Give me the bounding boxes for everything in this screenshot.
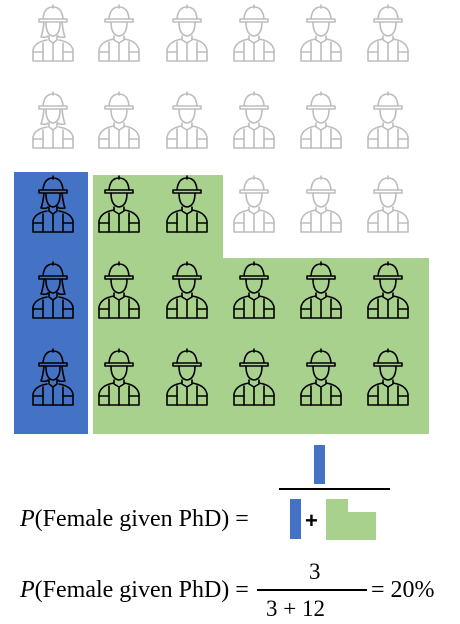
female-worker-icon [25,2,81,64]
numerator-female-phd-symbol [314,445,325,484]
female-worker-icon [25,259,81,321]
male-worker-icon [360,2,416,64]
male-worker-icon [159,173,215,235]
male-worker-icon [360,346,416,408]
female-worker-icon [25,346,81,408]
male-worker-icon [293,346,349,408]
male-worker-icon [293,2,349,64]
male-worker-icon [293,89,349,151]
male-worker-icon [91,346,147,408]
male-worker-icon [293,173,349,235]
male-worker-icon [226,259,282,321]
male-worker-icon [226,89,282,151]
equation-2-result: = 20% [371,577,435,603]
male-worker-icon [360,89,416,151]
equation-2-label: (Female given PhD) = [34,577,249,603]
equation-1-plus: + [305,508,318,533]
male-worker-icon [91,2,147,64]
male-worker-icon [293,259,349,321]
denominator-male-phd-symbol-bottom [326,512,376,540]
male-worker-icon [159,346,215,408]
female-phd-highlight [14,172,88,434]
equation-1-p: P [20,506,35,532]
equation-1-label: (Female given PhD) = [34,506,249,532]
male-worker-icon [360,259,416,321]
male-worker-icon [91,89,147,151]
male-worker-icon [159,259,215,321]
female-worker-icon [25,89,81,151]
male-worker-icon [360,173,416,235]
equation-2-numerator: 3 [309,559,321,584]
male-worker-icon [159,2,215,64]
equation-2-denominator: 3 + 12 [266,596,325,621]
equation-2-fraction-line [257,589,367,591]
equation-2: P(Female given PhD) = [20,578,249,602]
male-worker-icon [159,89,215,151]
male-worker-icon [226,173,282,235]
male-worker-icon [91,173,147,235]
male-worker-icon [226,346,282,408]
denominator-female-phd-symbol [290,499,301,539]
male-phd-highlight-top [93,175,223,259]
female-worker-icon [25,173,81,235]
male-worker-icon [226,2,282,64]
male-worker-icon [91,259,147,321]
equation-1: P(Female given PhD) = [20,507,249,531]
denominator-male-phd-symbol-top [326,499,348,513]
equation-2-p: P [20,577,35,603]
equation-1-fraction-line [279,488,390,490]
